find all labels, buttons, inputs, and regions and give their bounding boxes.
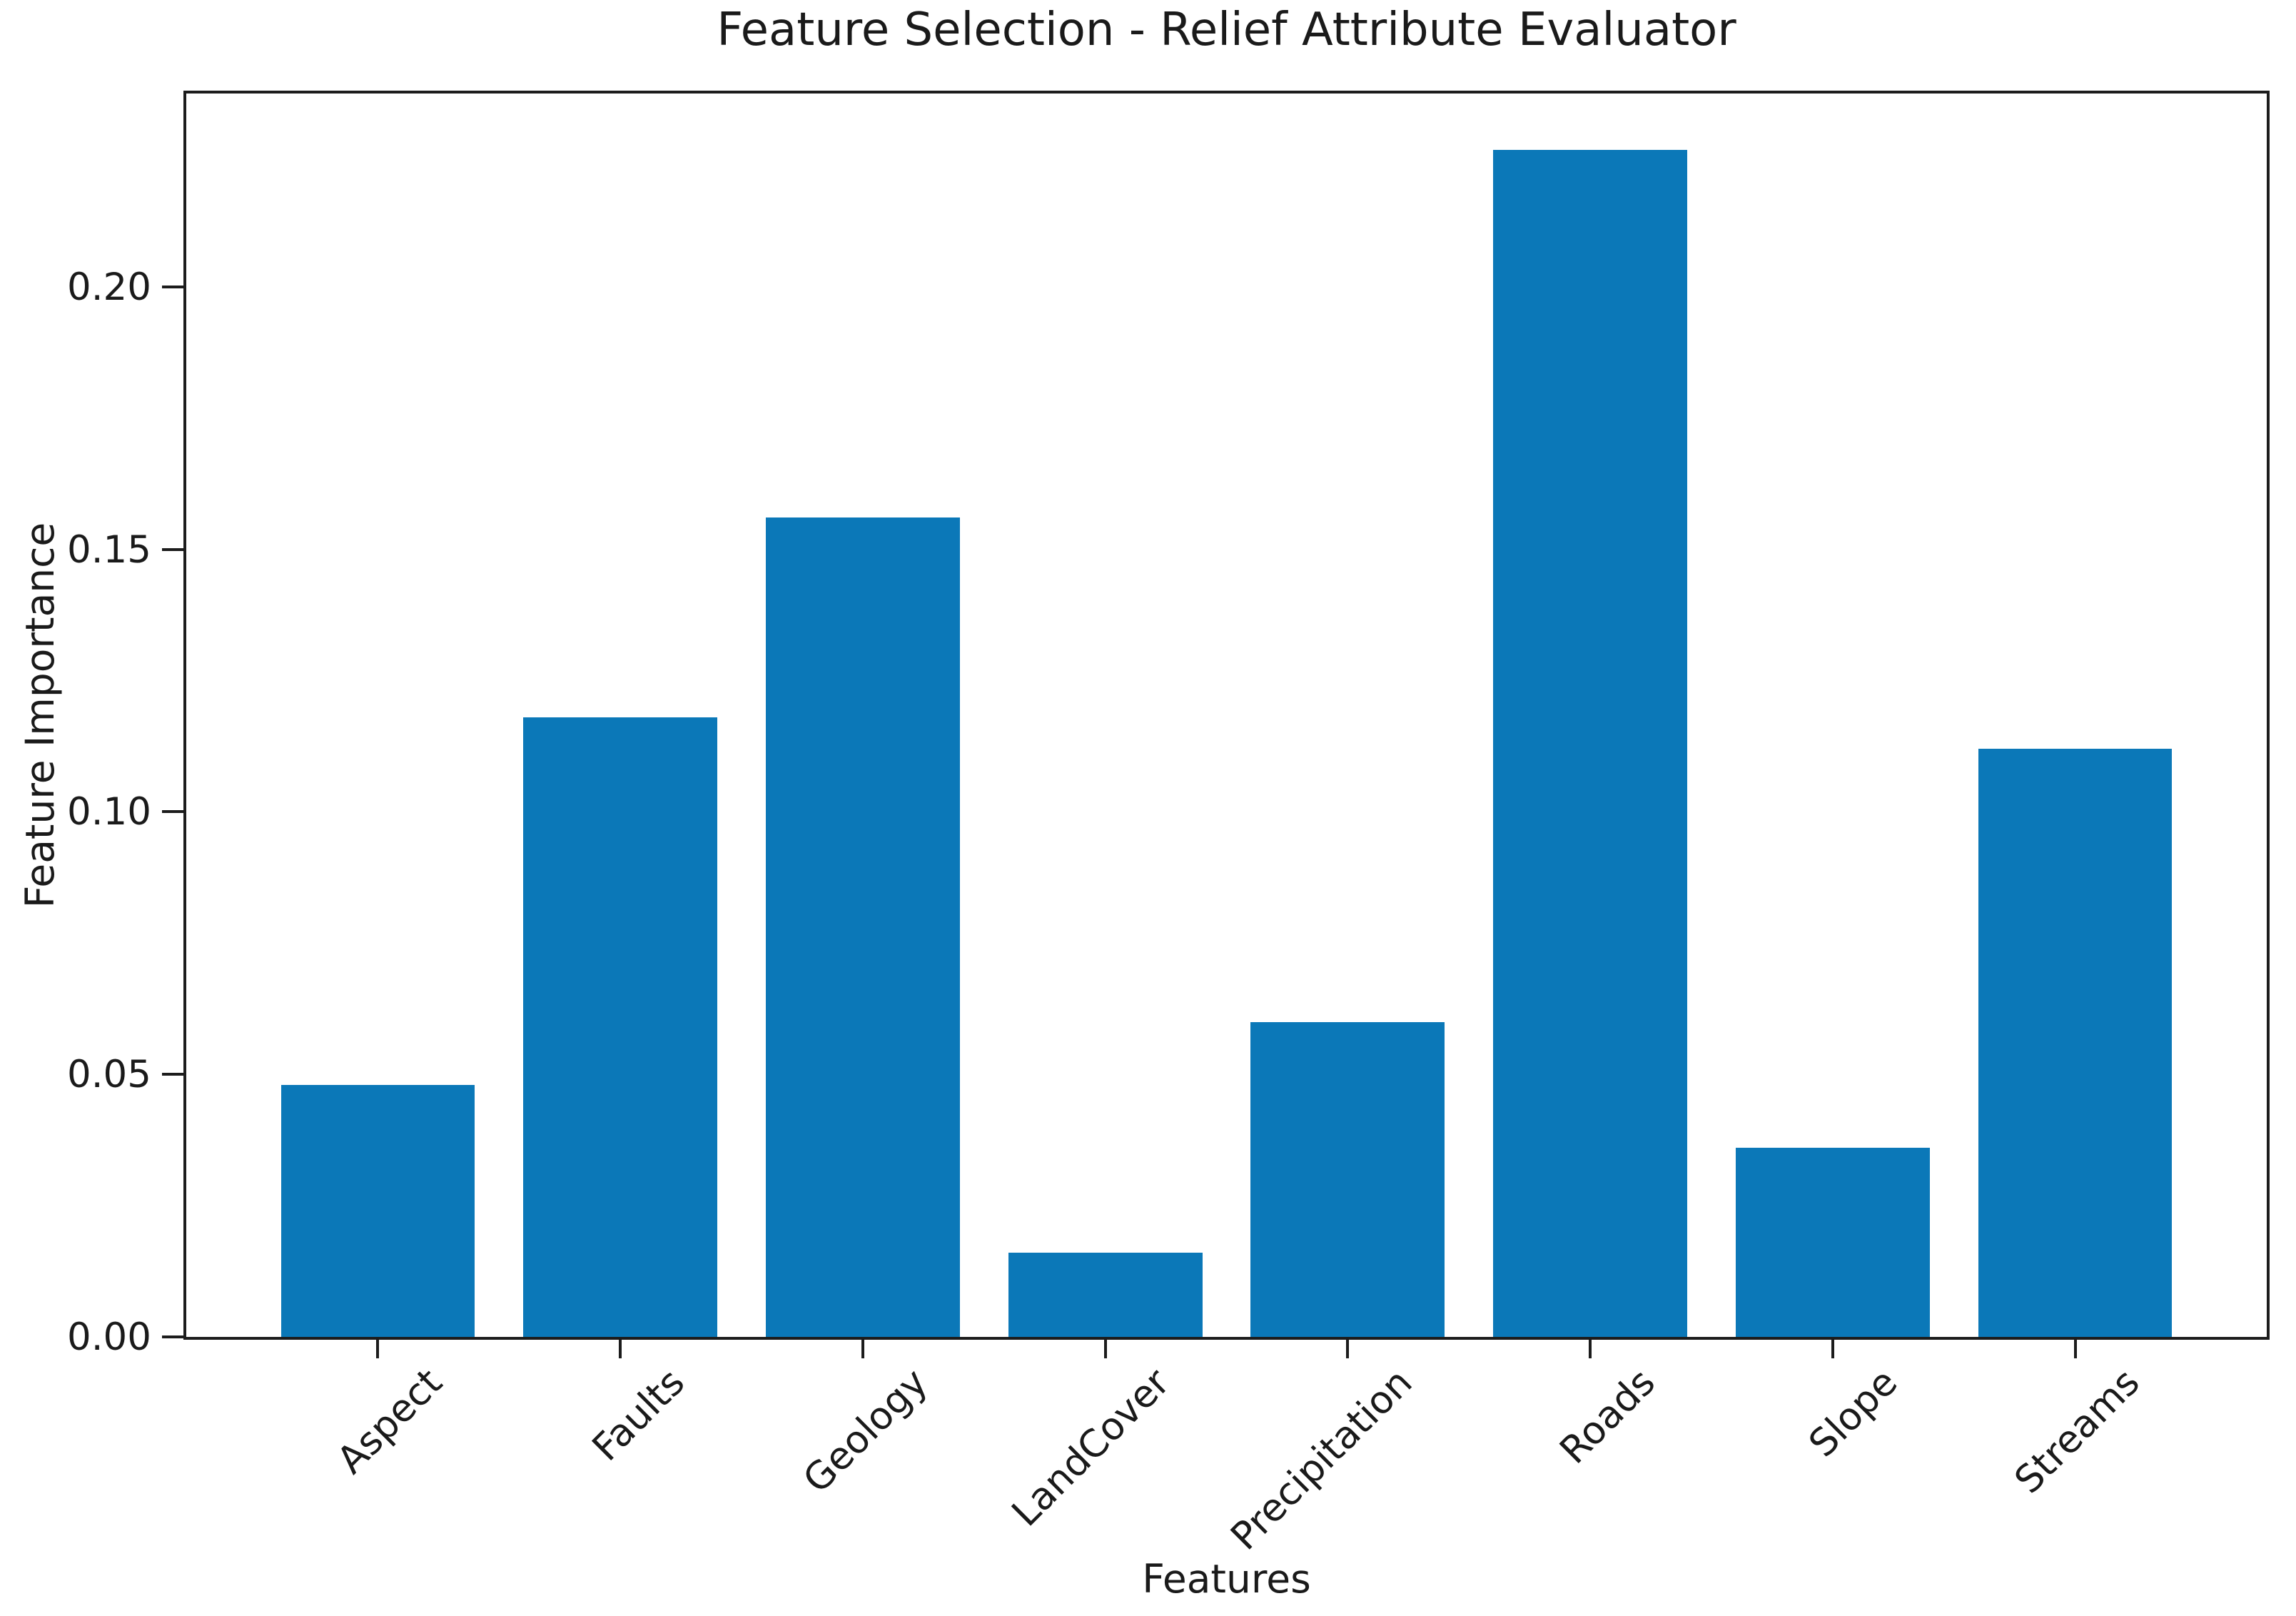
x-tick-mark — [1831, 1337, 1834, 1358]
x-tick-label: Streams — [2006, 1360, 2148, 1503]
y-tick-label: 0.00 — [66, 1315, 151, 1359]
plot-area — [183, 91, 2270, 1340]
y-tick-mark — [162, 547, 183, 551]
x-tick-label: Slope — [1801, 1360, 1906, 1466]
x-tick-label: LandCover — [1003, 1360, 1178, 1535]
x-tick-label: Roads — [1551, 1360, 1664, 1473]
bar-faults — [523, 717, 718, 1337]
x-tick-mark — [619, 1337, 622, 1358]
y-tick-label: 0.20 — [66, 265, 151, 309]
y-tick-mark — [162, 1073, 183, 1076]
x-tick-label: Faults — [584, 1360, 694, 1470]
y-tick-mark — [162, 810, 183, 814]
bar-precipitation — [1250, 1021, 1445, 1337]
x-tick-label: Aspect — [329, 1360, 451, 1483]
bar-slope — [1735, 1148, 1930, 1337]
y-tick-label: 0.15 — [66, 527, 151, 572]
bar-geology — [765, 517, 960, 1337]
y-tick-mark — [162, 1335, 183, 1338]
x-tick-mark — [1589, 1337, 1592, 1358]
y-tick-mark — [162, 285, 183, 288]
x-tick-mark — [376, 1337, 380, 1358]
bar-streams — [1978, 749, 2173, 1337]
chart-title: Feature Selection - Relief Attribute Eva… — [717, 4, 1736, 56]
x-tick-mark — [2073, 1337, 2077, 1358]
y-tick-label: 0.10 — [66, 790, 151, 834]
bar-roads — [1493, 150, 1687, 1337]
x-tick-mark — [861, 1337, 864, 1358]
x-tick-label: Precipitation — [1223, 1360, 1421, 1559]
y-tick-label: 0.05 — [66, 1053, 151, 1097]
x-tick-mark — [1103, 1337, 1107, 1358]
bar-aspect — [280, 1084, 475, 1337]
bar-landcover — [1008, 1253, 1203, 1337]
x-tick-label: Geology — [794, 1360, 936, 1502]
y-axis-label: Feature Importance — [17, 522, 63, 909]
x-axis-label: Features — [1142, 1556, 1311, 1602]
x-tick-mark — [1346, 1337, 1350, 1358]
